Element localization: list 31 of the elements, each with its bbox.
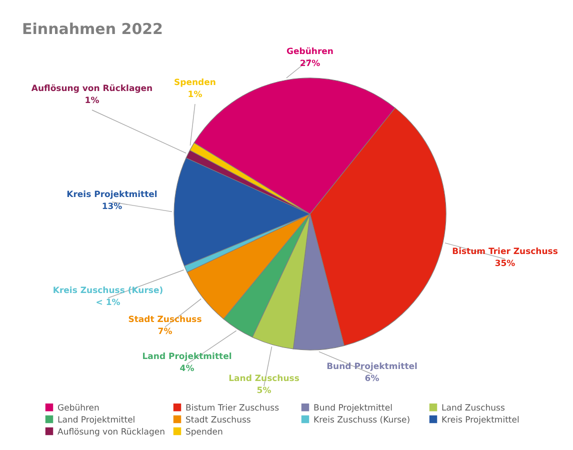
slice-label: Auflösung von Rücklagen: [31, 84, 153, 94]
legend-label: Bistum Trier Zuschuss: [186, 403, 280, 414]
data-label: 1%: [188, 90, 203, 100]
slice-label: Bund Projektmittel: [326, 362, 418, 372]
data-label: 6%: [364, 374, 380, 384]
legend-label: Auflösung von Rücklagen: [58, 427, 165, 438]
legend-label: Stadt Zuschuss: [186, 415, 252, 426]
legend-label: Gebühren: [58, 403, 100, 414]
data-label: 13%: [102, 202, 123, 212]
data-label: 5%: [256, 386, 272, 396]
slice-label: Gebühren: [286, 47, 334, 57]
data-label: 35%: [494, 259, 516, 269]
data-label: < 1%: [96, 298, 121, 308]
data-label: 7%: [158, 327, 173, 337]
legend-label: Spenden: [186, 427, 223, 438]
legend-label: Bund Projektmittel: [314, 403, 392, 414]
slice-label: Land Projektmittel: [142, 352, 232, 362]
data-label: 1%: [84, 96, 100, 106]
slice-label: Spenden: [174, 78, 216, 88]
slice-label: Kreis Projektmittel: [66, 190, 158, 200]
legend-label: Land Zuschuss: [442, 403, 506, 414]
slice-label: Stadt Zuschuss: [128, 315, 202, 325]
data-label: 27%: [300, 59, 321, 69]
legend-label: Land Projektmittel: [58, 415, 136, 426]
slice-label: Kreis Zuschuss (Kurse): [52, 286, 164, 296]
legend-label: Kreis Zuschuss (Kurse): [314, 415, 410, 426]
chart-title: Einnahmen 2022: [22, 20, 163, 38]
legend-label: Kreis Projektmittel: [442, 415, 520, 426]
slice-label: Bistum Trier Zuschuss: [452, 247, 558, 257]
slice-label: Land Zuschuss: [228, 374, 300, 384]
data-label: 4%: [180, 364, 195, 374]
